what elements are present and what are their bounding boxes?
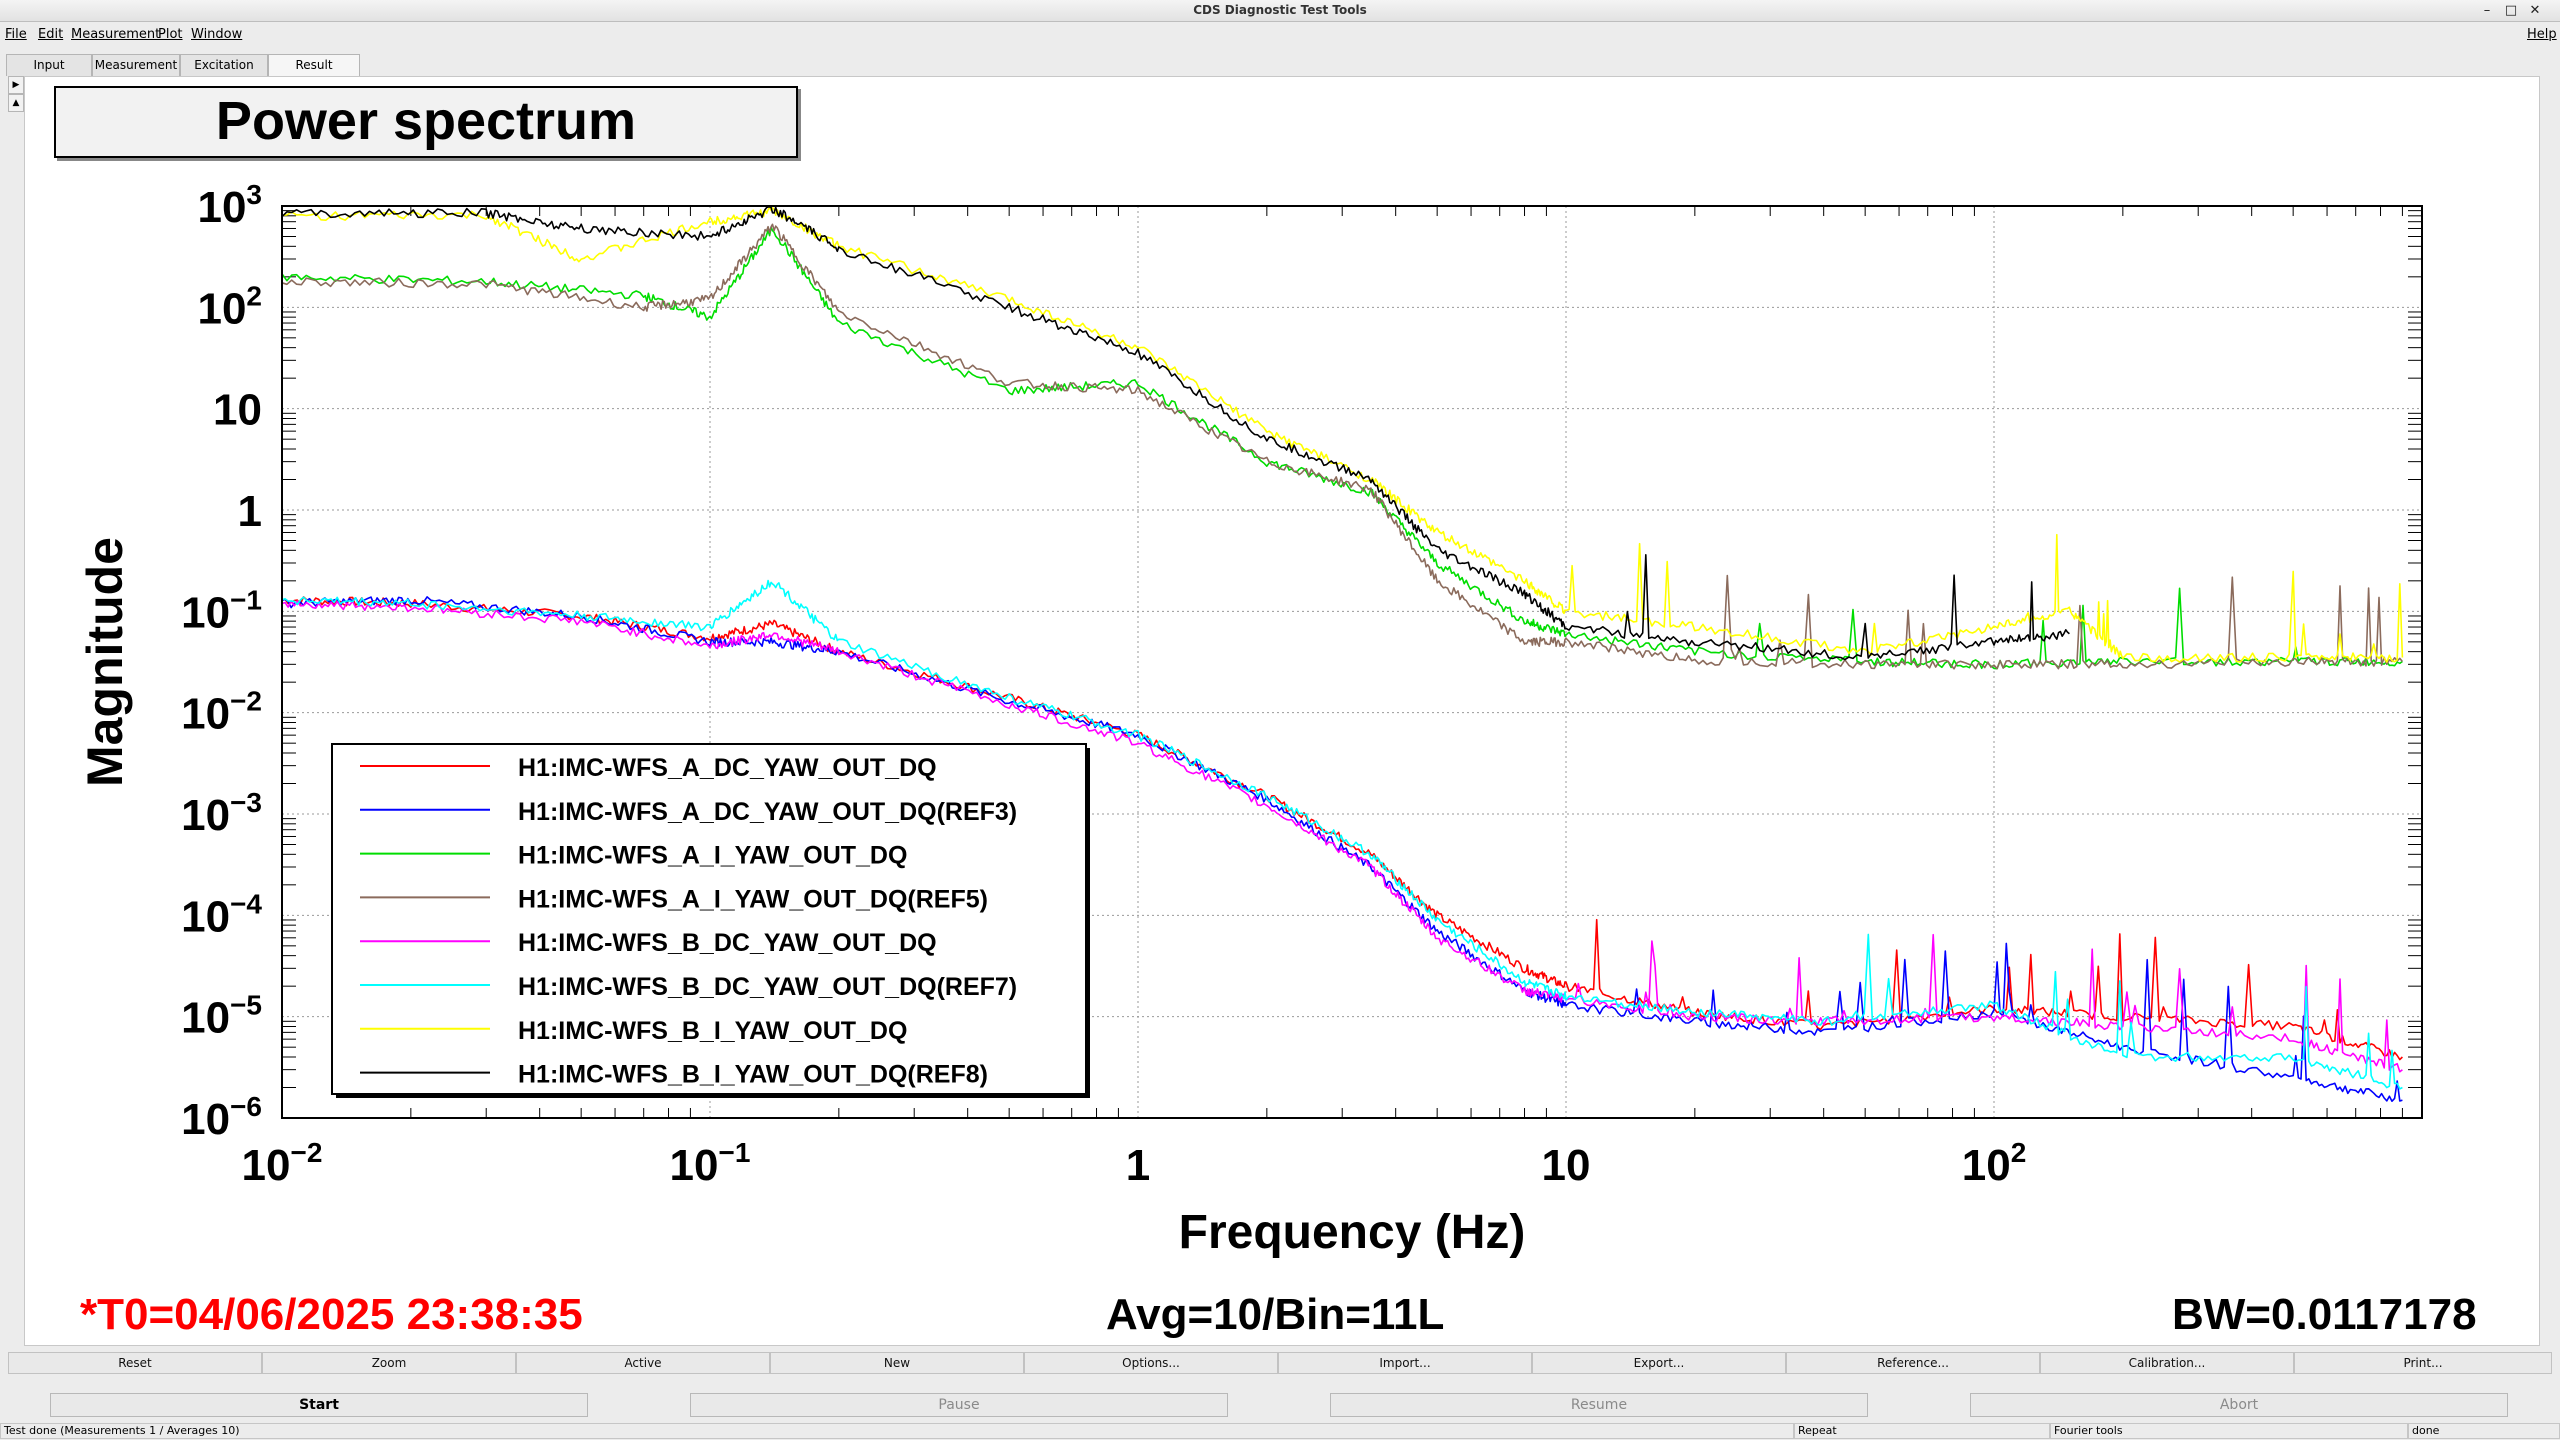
- reference-button[interactable]: Reference...: [1786, 1352, 2040, 1374]
- y-tick-label: 10−6: [181, 1091, 262, 1144]
- menu-edit[interactable]: Edit: [38, 27, 64, 42]
- plot-toolbar: Reset Zoom Active New Options... Import.…: [8, 1352, 2552, 1374]
- print-button[interactable]: Print...: [2294, 1352, 2552, 1374]
- x-tick-label: 1: [1126, 1141, 1150, 1190]
- maximize-button[interactable]: □: [2504, 3, 2518, 18]
- legend-label-8: H1:IMC-WFS_B_I_YAW_OUT_DQ(REF8): [518, 1061, 988, 1089]
- zoom-button[interactable]: Zoom: [262, 1352, 516, 1374]
- y-tick-label: 10−4: [181, 888, 262, 941]
- tab-excitation[interactable]: Excitation: [180, 54, 268, 76]
- y-tick-label: 103: [197, 179, 262, 232]
- series-line-2: [281, 596, 2403, 1102]
- y-axis-label: Magnitude: [77, 537, 133, 787]
- x-tick-label: 10−2: [242, 1137, 323, 1190]
- legend-label-6: H1:IMC-WFS_B_DC_YAW_OUT_DQ(REF7): [518, 973, 1017, 1001]
- series-line-6: [281, 579, 2403, 1090]
- y-tick-label: 10−1: [181, 584, 262, 637]
- y-tick-label: 102: [197, 280, 262, 333]
- import-button[interactable]: Import...: [1278, 1352, 1532, 1374]
- y-tick-label: 10: [213, 386, 262, 435]
- plot-title: Power spectrum: [215, 91, 637, 151]
- x-tick-label: 10−1: [670, 1137, 751, 1190]
- menu-help[interactable]: Help: [2527, 27, 2557, 42]
- menu-bar: File Edit Measurement Plot Window Help: [0, 24, 2560, 46]
- resume-button[interactable]: Resume: [1330, 1393, 1868, 1417]
- active-button[interactable]: Active: [516, 1352, 770, 1374]
- status-tool: Fourier tools: [2050, 1423, 2408, 1439]
- y-tick-label: 10−3: [181, 787, 262, 840]
- reset-button[interactable]: Reset: [8, 1352, 262, 1374]
- tab-measurement[interactable]: Measurement: [92, 54, 180, 76]
- x-tick-label: 10: [1542, 1141, 1591, 1190]
- close-button[interactable]: ✕: [2529, 3, 2541, 18]
- y-tick-label: 10−2: [181, 686, 262, 739]
- t0-timestamp: *T0=04/06/2025 23:38:35: [80, 1290, 583, 1339]
- series-line-4: [281, 223, 2404, 670]
- y-tick-label: 10−5: [181, 990, 262, 1043]
- legend-label-4: H1:IMC-WFS_A_I_YAW_OUT_DQ(REF5): [518, 885, 988, 913]
- x-tick-label: 102: [1962, 1137, 2027, 1190]
- legend-label-5: H1:IMC-WFS_B_DC_YAW_OUT_DQ: [518, 929, 937, 957]
- menu-measurement[interactable]: Measurement: [71, 27, 161, 42]
- plot-title-box: Power spectrum: [54, 86, 798, 158]
- window-titlebar[interactable]: CDS Diagnostic Test Tools – □ ✕: [0, 0, 2560, 22]
- pause-button[interactable]: Pause: [690, 1393, 1228, 1417]
- status-state: done: [2408, 1423, 2560, 1439]
- scroll-right-icon[interactable]: ▶: [8, 76, 24, 94]
- action-bar: Start Pause Resume Abort: [0, 1393, 2560, 1417]
- abort-button[interactable]: Abort: [1970, 1393, 2508, 1417]
- new-button[interactable]: New: [770, 1352, 1024, 1374]
- legend-label-2: H1:IMC-WFS_A_DC_YAW_OUT_DQ(REF3): [518, 798, 1017, 826]
- tab-input[interactable]: Input: [6, 54, 92, 76]
- series-line-8: [281, 206, 2070, 661]
- series-line-5: [281, 600, 2403, 1073]
- x-axis-label: Frequency (Hz): [1179, 1206, 1526, 1259]
- averages-info: Avg=10/Bin=11L: [1106, 1290, 1445, 1339]
- series-line-7: [281, 206, 2404, 663]
- menu-file[interactable]: File: [5, 27, 27, 42]
- tab-bar: Input Measurement Excitation Result: [0, 50, 2560, 76]
- y-tick-label: 1: [238, 487, 262, 536]
- options-button[interactable]: Options...: [1024, 1352, 1278, 1374]
- status-bar: Test done (Measurements 1 / Averages 10)…: [0, 1422, 2560, 1440]
- status-repeat: Repeat: [1794, 1423, 2050, 1439]
- bandwidth-info: BW=0.0117178: [2172, 1290, 2477, 1339]
- window-title: CDS Diagnostic Test Tools: [1193, 3, 1367, 17]
- tab-result[interactable]: Result: [268, 54, 360, 76]
- start-button[interactable]: Start: [50, 1393, 588, 1417]
- legend-label-3: H1:IMC-WFS_A_I_YAW_OUT_DQ: [518, 842, 907, 870]
- legend-label-7: H1:IMC-WFS_B_I_YAW_OUT_DQ: [518, 1017, 907, 1045]
- plot-frame: [281, 205, 2423, 1119]
- legend: [331, 743, 1087, 1095]
- scroll-up-icon[interactable]: ▲: [8, 94, 24, 112]
- calibration-button[interactable]: Calibration...: [2040, 1352, 2294, 1374]
- minimize-button[interactable]: –: [2483, 3, 2491, 18]
- menu-window[interactable]: Window: [191, 27, 243, 42]
- menu-plot[interactable]: Plot: [158, 27, 183, 42]
- status-message: Test done (Measurements 1 / Averages 10): [0, 1423, 1794, 1439]
- legend-label-1: H1:IMC-WFS_A_DC_YAW_OUT_DQ: [518, 754, 937, 782]
- export-button[interactable]: Export...: [1532, 1352, 1786, 1374]
